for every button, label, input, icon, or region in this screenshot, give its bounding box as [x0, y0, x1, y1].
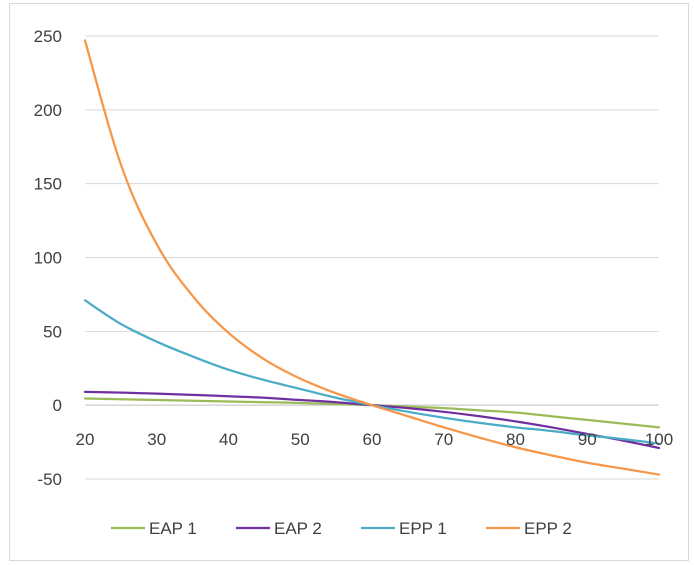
y-tick-label: 50	[43, 322, 62, 341]
x-tick-label: 80	[506, 430, 525, 449]
series-layer	[83, 39, 661, 476]
x-tick-label: 40	[219, 430, 238, 449]
x-tick-label: 90	[578, 430, 597, 449]
y-tick-label: 0	[53, 396, 62, 415]
legend-label: EPP 1	[399, 519, 447, 538]
legend: EAP 1 EAP 2 EPP 1 EPP 2	[111, 519, 572, 538]
x-tick-label: 60	[363, 430, 382, 449]
legend-item-epp-1: EPP 1	[361, 519, 447, 538]
legend-label: EPP 2	[524, 519, 572, 538]
x-tick-label: 70	[434, 430, 453, 449]
legend-item-epp-2: EPP 2	[486, 519, 572, 538]
series-line-epp-2	[83, 39, 661, 476]
legend-label: EAP 1	[149, 519, 197, 538]
series-line-eap-1	[83, 397, 661, 429]
y-axis-tick-labels: -50 0 50 100 150 200 250	[34, 27, 62, 489]
series-line-epp-1	[83, 299, 661, 445]
x-tick-label: 30	[147, 430, 166, 449]
x-axis-tick-labels: 20 30 40 50 60 70 80 90 100	[76, 430, 674, 449]
y-tick-label: 200	[34, 101, 62, 120]
legend-label: EAP 2	[274, 519, 322, 538]
x-tick-label: 20	[76, 430, 95, 449]
legend-item-eap-2: EAP 2	[236, 519, 322, 538]
chart-frame	[9, 3, 689, 561]
y-tick-label: 150	[34, 175, 62, 194]
y-tick-label: -50	[37, 470, 62, 489]
x-tick-label: 100	[645, 430, 673, 449]
gridlines	[85, 35, 659, 480]
x-tick-label: 50	[291, 430, 310, 449]
legend-item-eap-1: EAP 1	[111, 519, 197, 538]
y-tick-label: 250	[34, 27, 62, 46]
y-tick-label: 100	[34, 249, 62, 268]
